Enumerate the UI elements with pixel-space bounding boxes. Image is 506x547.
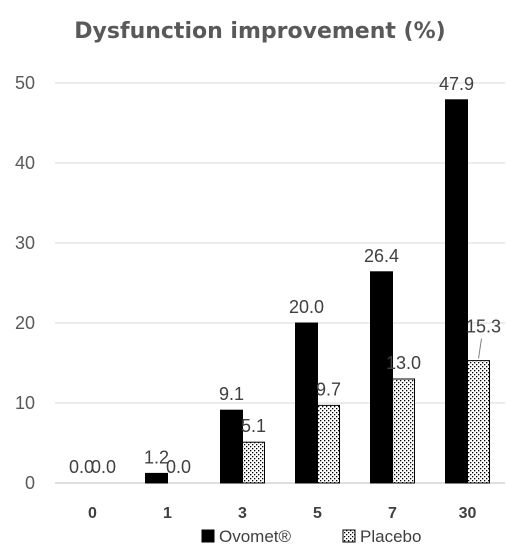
x-tick-label: 0: [88, 505, 97, 522]
bar-placebo: [317, 404, 340, 484]
x-tick-label: 30: [459, 505, 477, 522]
data-label: 5.1: [241, 416, 266, 436]
bar-placebo: [242, 441, 265, 484]
data-labels: 0.00.0 1.20.09.15.120.09.726.413.047.915.…: [69, 74, 501, 477]
bar-placebo: [467, 360, 490, 484]
bar-ovomet: [445, 99, 468, 484]
y-tick-label: 30: [15, 233, 35, 253]
data-label: 1.2: [144, 447, 169, 467]
x-tick-label: 7: [388, 505, 397, 522]
y-tick-label: 20: [15, 313, 35, 333]
x-axis-ticks: 0 1 3 5 7 30: [88, 505, 476, 522]
y-tick-label: 50: [15, 73, 35, 93]
y-tick-label: 40: [15, 153, 35, 173]
data-label: 9.1: [219, 384, 244, 404]
data-label: 0.0: [166, 457, 191, 477]
legend-label: Ovomet®: [219, 527, 292, 546]
bar-ovomet: [145, 472, 168, 484]
bar-ovomet: [295, 322, 318, 484]
bar-ovomet: [370, 271, 393, 484]
legend-swatch-ovomet: [201, 529, 215, 543]
y-axis-ticks: 0 10 20 30 40 50: [15, 73, 35, 493]
x-tick-label: 1: [163, 505, 172, 522]
y-tick-label: 10: [15, 393, 35, 413]
gridlines: [55, 82, 505, 484]
data-label: 9.7: [316, 379, 341, 399]
data-label: 47.9: [439, 74, 474, 94]
data-label: 0.0: [69, 457, 94, 477]
label-leader-line: [478, 338, 482, 359]
legend: Ovomet® Placebo: [201, 527, 421, 546]
data-label: 0.0: [91, 457, 116, 477]
data-label: 20.0: [289, 297, 324, 317]
y-tick-label: 0: [25, 473, 35, 493]
legend-swatch-placebo: [342, 529, 356, 543]
bar-placebo: [392, 378, 415, 484]
data-label: 13.0: [386, 353, 421, 373]
data-label: 26.4: [364, 246, 399, 266]
bars: [145, 99, 490, 484]
x-tick-label: 5: [313, 505, 322, 522]
data-label: 15.3: [466, 317, 501, 337]
chart-title: Dysfunction improvement (%): [74, 19, 445, 44]
x-tick-label: 3: [238, 505, 247, 522]
legend-label: Placebo: [360, 527, 421, 546]
bar-ovomet: [220, 409, 243, 484]
